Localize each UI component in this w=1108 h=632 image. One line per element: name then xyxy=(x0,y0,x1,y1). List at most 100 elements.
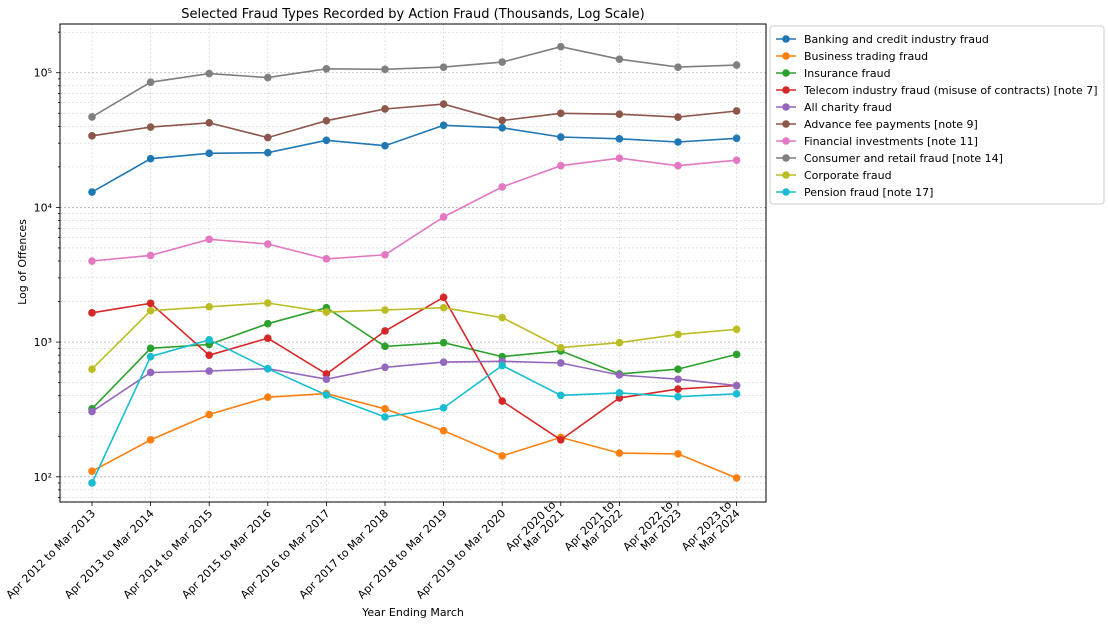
data-point xyxy=(732,390,741,398)
data-point xyxy=(557,391,565,400)
data-point xyxy=(498,361,507,370)
data-point xyxy=(264,133,272,142)
y-tick-label: 10² xyxy=(34,471,52,484)
data-point xyxy=(732,134,741,143)
data-point xyxy=(381,413,389,421)
series-line xyxy=(91,392,737,479)
legend-label: Consumer and retail fraud [note 14] xyxy=(804,152,1003,165)
data-point xyxy=(615,154,624,162)
legend: Banking and credit industry fraud Busines… xyxy=(769,25,1105,205)
data-point xyxy=(205,235,213,244)
data-point xyxy=(381,105,389,113)
data-point xyxy=(146,123,155,131)
series-line xyxy=(91,306,737,410)
data-point xyxy=(439,358,448,366)
data-point xyxy=(557,133,565,141)
data-point xyxy=(615,389,624,397)
data-point xyxy=(381,306,389,314)
series-line xyxy=(91,296,737,441)
data-point xyxy=(439,213,448,221)
data-point xyxy=(674,450,682,458)
data-point xyxy=(205,410,213,419)
data-point xyxy=(674,138,682,146)
data-point xyxy=(498,183,507,191)
series-lines xyxy=(88,42,741,487)
data-point xyxy=(146,436,155,444)
data-point xyxy=(322,64,331,73)
data-point xyxy=(732,381,741,390)
series-line xyxy=(91,157,737,262)
data-point xyxy=(88,257,96,265)
data-point xyxy=(146,78,155,87)
data-point xyxy=(732,350,741,359)
data-point xyxy=(439,100,448,108)
data-point xyxy=(615,338,624,347)
data-point xyxy=(88,467,96,476)
data-point xyxy=(674,63,682,71)
data-point xyxy=(439,63,448,71)
data-point xyxy=(674,375,682,384)
grid-lines xyxy=(60,24,766,502)
series-line xyxy=(91,103,737,139)
data-point xyxy=(498,58,507,66)
data-point xyxy=(439,121,448,130)
data-point xyxy=(381,65,389,74)
plot-frame xyxy=(59,23,767,503)
data-point xyxy=(88,132,96,140)
x-tick-label: Apr 2022 toMar 2023 xyxy=(620,498,684,562)
data-point xyxy=(674,365,682,373)
data-point xyxy=(322,375,331,384)
data-point xyxy=(498,397,507,405)
data-point xyxy=(674,330,682,339)
data-point xyxy=(439,303,448,312)
data-point xyxy=(205,118,213,127)
data-point xyxy=(732,474,741,482)
legend-box xyxy=(769,25,1105,205)
data-point xyxy=(322,255,331,263)
chart-title: Selected Fraud Types Recorded by Action … xyxy=(181,7,645,22)
legend-label: Advance fee payments [note 9] xyxy=(804,118,978,131)
data-point xyxy=(381,141,389,150)
data-point xyxy=(615,135,624,143)
data-point xyxy=(732,61,741,69)
data-point xyxy=(557,109,565,118)
data-point xyxy=(88,365,96,373)
data-point xyxy=(439,293,448,302)
legend-label: Business trading fraud xyxy=(804,50,928,63)
data-point xyxy=(732,325,741,334)
x-tick-label: Apr 2021 toMar 2022 xyxy=(562,498,626,562)
y-tick-label: 10⁴ xyxy=(34,201,53,214)
data-point xyxy=(498,124,507,132)
legend-label: All charity fraud xyxy=(804,101,892,114)
data-point xyxy=(674,392,682,401)
data-point xyxy=(146,306,155,315)
y-axis-ticks: 10² 10³ 10⁴ 10⁵ xyxy=(34,31,60,499)
legend-swatch-marker xyxy=(782,52,790,60)
data-point xyxy=(88,113,96,121)
series-line xyxy=(91,45,737,118)
data-point xyxy=(439,404,448,412)
data-point xyxy=(146,344,155,353)
data-point xyxy=(264,240,272,248)
data-point xyxy=(732,156,741,165)
data-point xyxy=(146,299,155,308)
data-point xyxy=(557,161,565,170)
legend-swatch-marker xyxy=(782,137,790,145)
legend-swatch-marker xyxy=(782,171,790,179)
y-axis-label: Log of Offences xyxy=(16,219,29,305)
legend-swatch-marker xyxy=(782,69,790,77)
legend-swatch-marker xyxy=(782,188,790,196)
data-point xyxy=(557,42,565,51)
data-point xyxy=(322,116,331,125)
legend-label: Financial investments [note 11] xyxy=(804,135,978,148)
data-point xyxy=(264,299,272,307)
data-point xyxy=(322,370,331,378)
data-point xyxy=(732,107,741,115)
x-tick-label: Apr 2023 toMar 2024 xyxy=(679,498,743,562)
data-point xyxy=(498,313,507,322)
data-point xyxy=(674,161,682,170)
data-point xyxy=(205,351,213,359)
legend-swatch-marker xyxy=(782,120,790,128)
